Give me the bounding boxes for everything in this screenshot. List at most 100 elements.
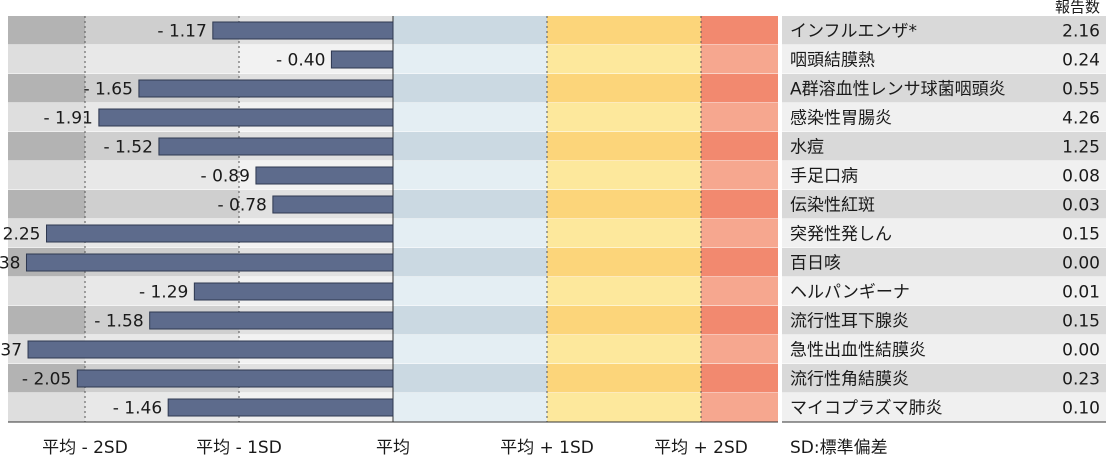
zone-below-2sd	[8, 74, 85, 103]
zone-above-2sd	[701, 393, 778, 422]
report-count: 0.01	[1062, 283, 1100, 303]
bar	[98, 108, 394, 127]
zone-above-1sd	[547, 306, 701, 335]
disease-name: 感染性胃腸炎	[790, 109, 892, 129]
zone-above-2sd	[701, 364, 778, 393]
zone-below-2sd	[8, 277, 85, 306]
zone-above-1sd	[547, 335, 701, 364]
zone-above-2sd	[701, 277, 778, 306]
zone-above-2sd	[701, 335, 778, 364]
zone-above-1sd	[547, 103, 701, 132]
table-row	[782, 364, 1106, 393]
zone-below-2sd	[8, 364, 85, 393]
value-label: - 1.46	[113, 399, 162, 419]
zone-above-2sd	[701, 132, 778, 161]
report-count: 0.15	[1062, 225, 1100, 245]
disease-name: 流行性耳下腺炎	[790, 312, 909, 332]
zone-above-mean	[393, 335, 547, 364]
bar	[330, 50, 394, 69]
disease-name: マイコプラズマ肺炎	[790, 399, 943, 419]
zone-above-mean	[393, 364, 547, 393]
value-label: - 1.29	[139, 283, 188, 303]
disease-name: 急性出血性結膜炎	[790, 341, 926, 361]
value-label: - 1.52	[104, 138, 153, 158]
bar	[167, 398, 394, 417]
report-count: 0.03	[1062, 196, 1100, 216]
report-count: 0.55	[1062, 80, 1100, 100]
report-count: 1.25	[1062, 138, 1100, 158]
disease-name: インフルエンザ*	[790, 22, 917, 42]
zone-below-2sd	[8, 393, 85, 422]
bar	[149, 311, 394, 330]
bar	[158, 137, 394, 156]
report-count: 0.08	[1062, 167, 1100, 187]
zone-below-2sd	[8, 16, 85, 45]
background-zones	[8, 16, 778, 423]
value-label: - 0.78	[217, 196, 266, 216]
table-row	[782, 393, 1106, 422]
value-label: - 1.65	[84, 80, 133, 100]
report-count: 2.16	[1062, 22, 1100, 42]
x-tick-label: 平均 + 2SD	[654, 438, 748, 458]
bar	[272, 195, 394, 214]
value-labels-layer: - 1.17 - 0.40 - 1.65 - 1.91 - 1.52 - 0.89 - 0.…	[0, 22, 325, 419]
zone-above-1sd	[547, 277, 701, 306]
bar	[212, 21, 394, 40]
bar	[138, 79, 394, 98]
value-label: - 0.89	[201, 167, 250, 187]
zone-below-2sd	[8, 161, 85, 190]
value-label: - 2.25	[0, 225, 41, 245]
zone-above-1sd	[547, 74, 701, 103]
bar	[46, 224, 394, 243]
x-tick-label: 平均 + 1SD	[500, 438, 594, 458]
zone-above-1sd	[547, 16, 701, 45]
disease-name: A群溶血性レンサ球菌咽頭炎	[790, 80, 1006, 100]
zone-above-1sd	[547, 190, 701, 219]
value-label: - 2.38	[0, 254, 20, 274]
disease-name: 突発性発しん	[790, 225, 892, 245]
zone-above-1sd	[547, 132, 701, 161]
bar	[255, 166, 394, 185]
zone-above-mean	[393, 74, 547, 103]
report-count: 4.26	[1062, 109, 1100, 129]
zone-above-1sd	[547, 45, 701, 74]
zone-below-1sd	[85, 45, 239, 74]
zone-above-1sd	[547, 248, 701, 277]
table-row	[782, 161, 1106, 190]
table-row	[782, 190, 1106, 219]
report-count: 0.15	[1062, 312, 1100, 332]
zone-above-2sd	[701, 248, 778, 277]
x-tick-label: 平均 - 1SD	[196, 438, 282, 458]
zone-above-2sd	[701, 306, 778, 335]
value-label: - 1.58	[94, 312, 143, 332]
zone-above-mean	[393, 45, 547, 74]
zone-above-mean	[393, 16, 547, 45]
zone-above-2sd	[701, 103, 778, 132]
zone-above-mean	[393, 393, 547, 422]
zone-above-mean	[393, 190, 547, 219]
zone-above-1sd	[547, 393, 701, 422]
zone-above-mean	[393, 248, 547, 277]
table-row	[782, 132, 1106, 161]
table-row	[782, 103, 1106, 132]
disease-name: 水痘	[790, 138, 824, 158]
zone-above-mean	[393, 306, 547, 335]
table-row	[782, 16, 1106, 45]
table-row	[782, 74, 1106, 103]
zone-above-1sd	[547, 364, 701, 393]
table-row	[782, 306, 1106, 335]
table-row	[782, 219, 1106, 248]
x-tick-label: 平均 - 2SD	[42, 438, 128, 458]
zone-above-mean	[393, 277, 547, 306]
zone-above-2sd	[701, 74, 778, 103]
table-row	[782, 277, 1106, 306]
disease-name: 咽頭結膜熱	[790, 51, 875, 71]
zone-above-2sd	[701, 16, 778, 45]
zone-below-2sd	[8, 45, 85, 74]
value-label: - 0.40	[276, 51, 325, 71]
x-tick-label: 平均	[376, 438, 410, 458]
sd-note: SD:標準偏差	[790, 438, 888, 458]
value-label: - 1.17	[157, 22, 206, 42]
report-count: 0.24	[1062, 51, 1100, 71]
